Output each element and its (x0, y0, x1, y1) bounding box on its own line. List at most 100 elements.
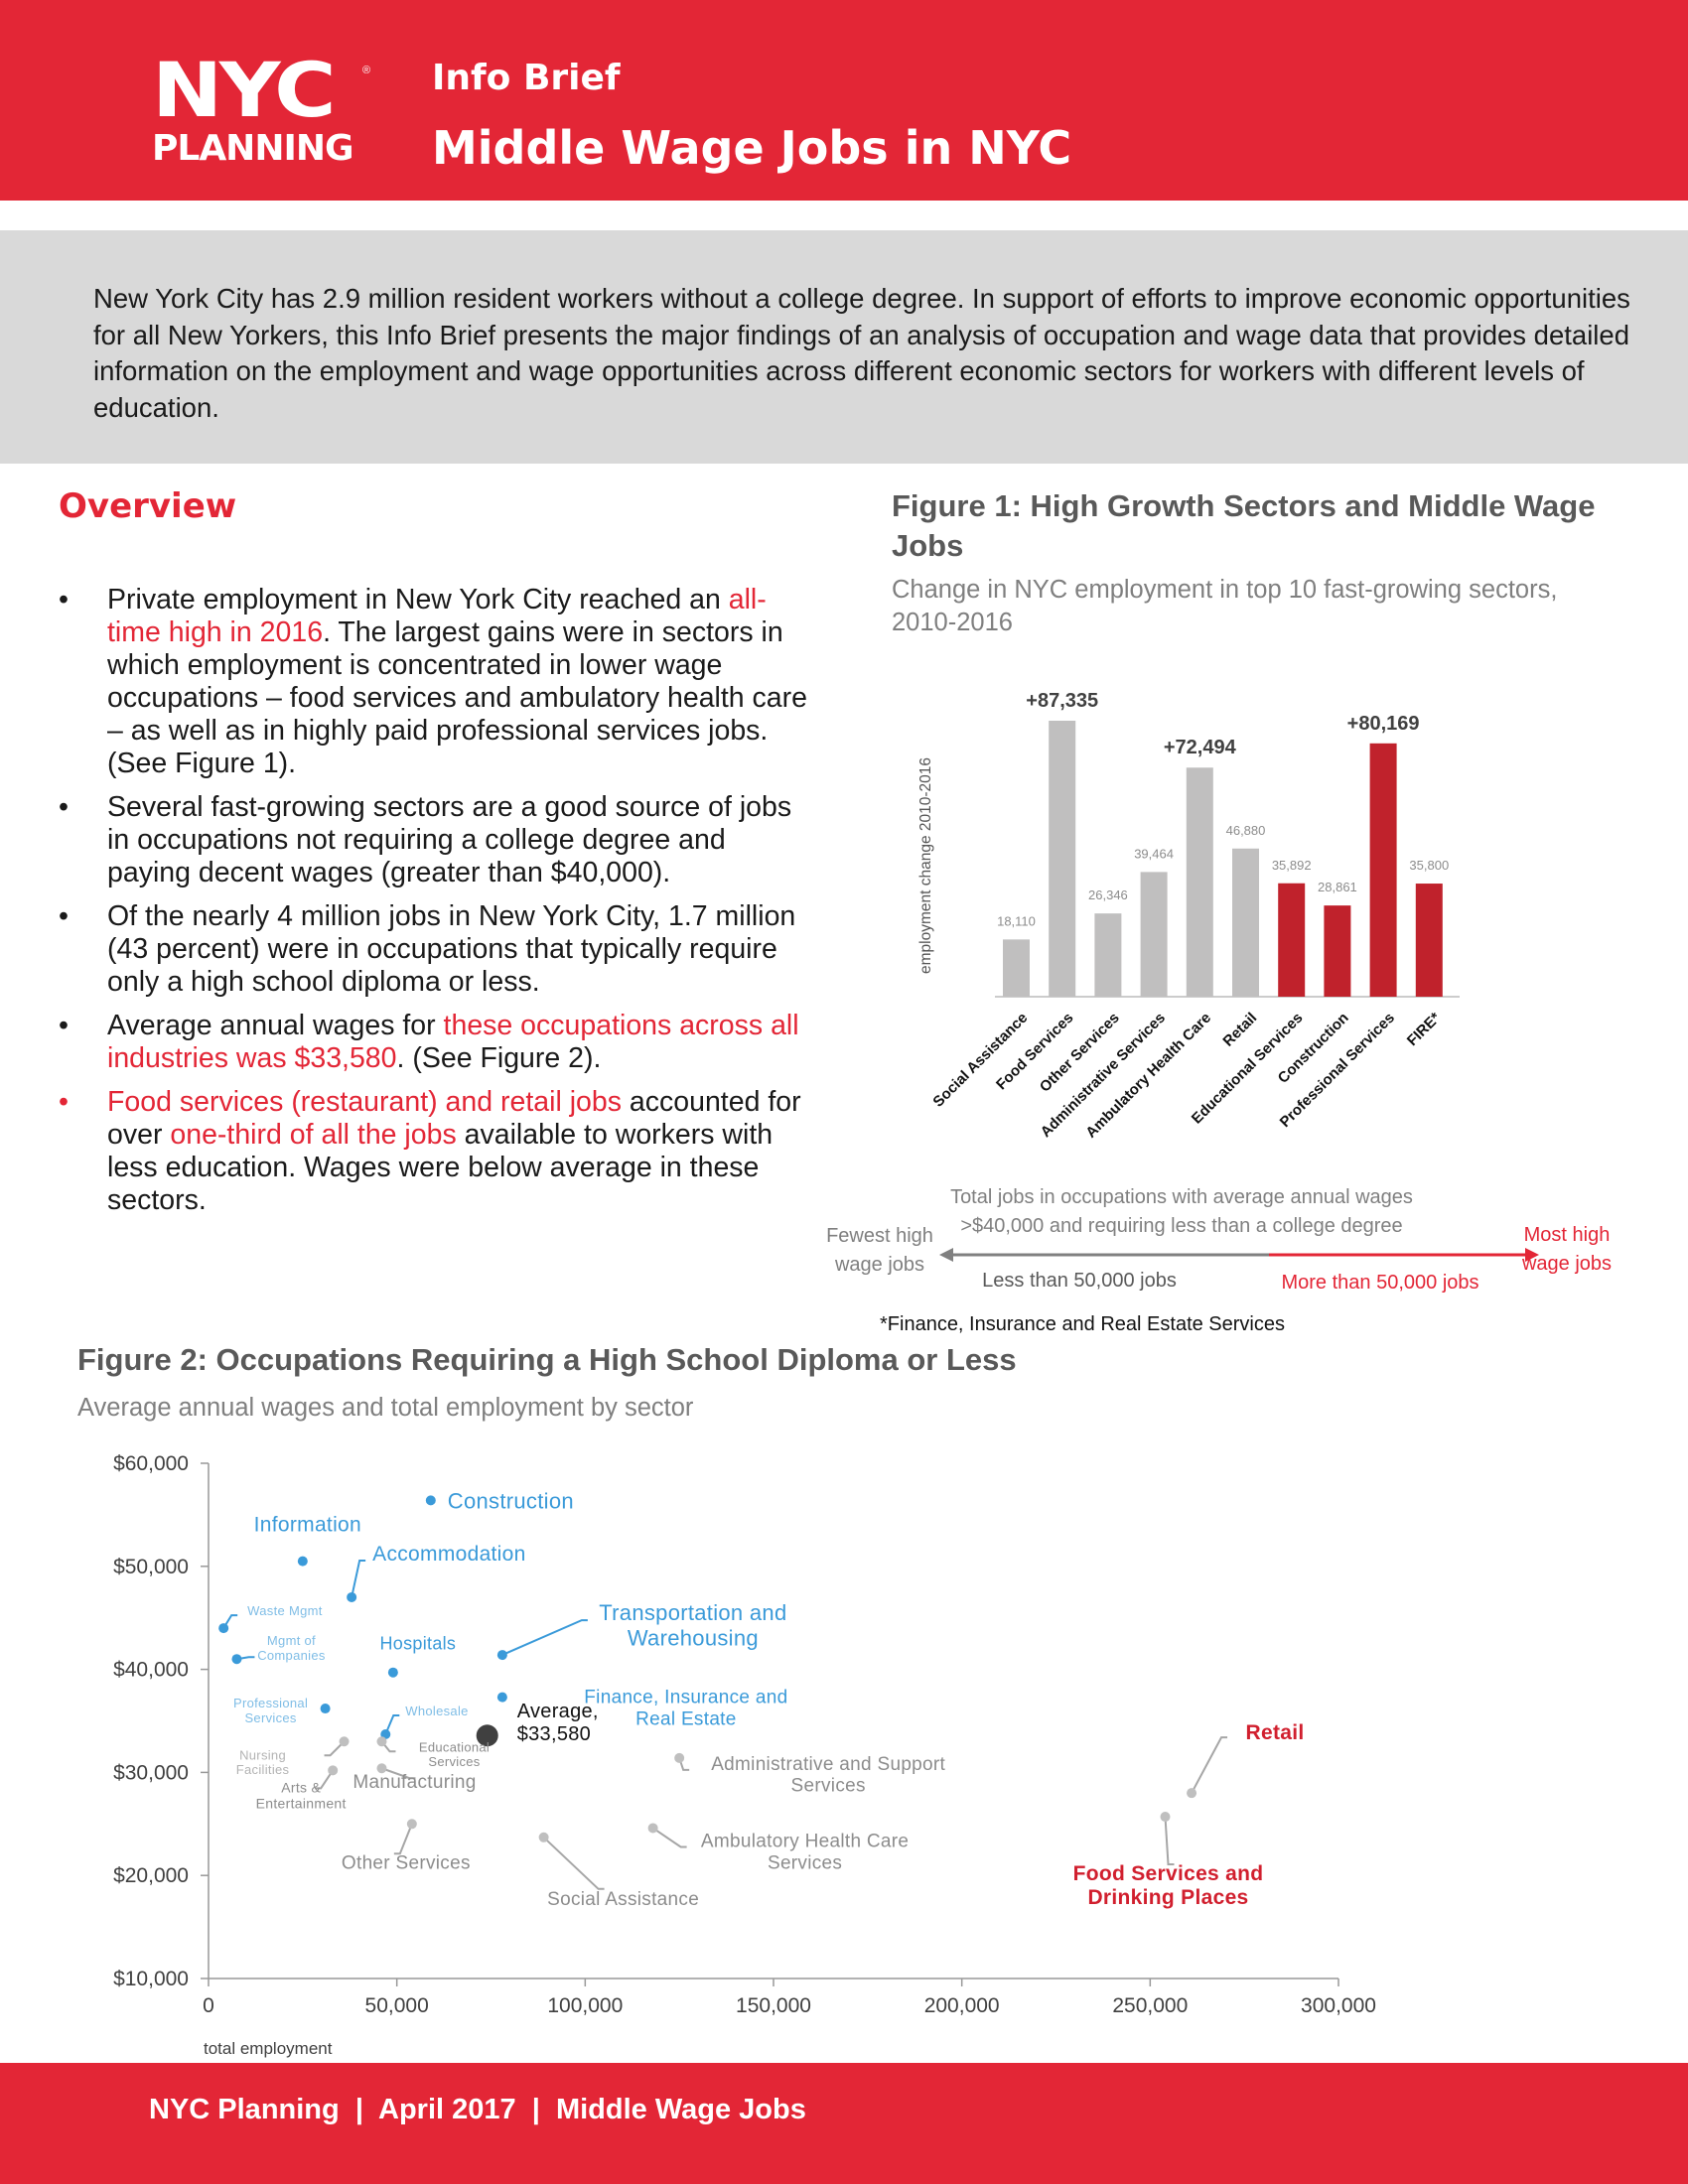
figure1-bar-chart: employment change 2010-2016 18,110Social … (826, 690, 1612, 1335)
x-tick-label: 100,000 (547, 1994, 623, 2017)
bar-value-label: 39,464 (1134, 846, 1174, 861)
point-label-manufacturing: Manufacturing (352, 1772, 476, 1793)
y-tick-label: $10,000 (113, 1968, 189, 1990)
arrow-right-icon (1525, 1248, 1539, 1262)
bar-value-label: +87,335 (1026, 690, 1098, 712)
point-administrative-and-support-services (674, 1752, 685, 1763)
point-label-wholesale: Wholesale (405, 1704, 468, 1718)
bullet-highlight: Food services (restaurant) and retail jo… (107, 1086, 622, 1118)
point-retail (1187, 1788, 1197, 1799)
point-label-accommodation: Accommodation (372, 1543, 525, 1566)
bullet-item: Average annual wages for these occupatio… (56, 1010, 810, 1075)
point-label-nursing-facilities: Nursing Facilities (236, 1747, 290, 1777)
point-label-mgmt-of-companies: Mgmt of Companies (257, 1633, 326, 1663)
bar-retail (1232, 848, 1259, 997)
y-tick-label: $40,000 (113, 1659, 189, 1682)
bullet-text: Of the nearly 4 million jobs in New York… (107, 900, 796, 998)
bar-administrative-services (1140, 872, 1168, 997)
figure1-footnote: *Finance, Insurance and Real Estate Serv… (880, 1313, 1285, 1335)
legend-most-label: Most high wage jobs (1521, 1224, 1612, 1275)
bullet-text: Average annual wages for (107, 1010, 444, 1041)
figure2-scatter-chart: $10,000 $20,000 $30,000 $40,000 $50,000 $60,0… (113, 1452, 1376, 2058)
legend-less-label: Less than 50,000 jobs (982, 1270, 1177, 1292)
bar-value-label: 46,880 (1226, 823, 1266, 838)
bar-construction (1324, 905, 1351, 997)
bullet-item: Of the nearly 4 million jobs in New York… (56, 900, 810, 999)
bar-value-label: 35,892 (1272, 858, 1312, 873)
average-point (476, 1724, 498, 1747)
x-tick-label: 0 (203, 1994, 214, 2017)
leader-line-manufacturing (381, 1767, 416, 1780)
point-construction (425, 1495, 436, 1506)
point-label-construction: Construction (448, 1488, 574, 1513)
header-banner: NYC ® PLANNING Info Brief Middle Wage Jo… (0, 0, 1688, 201)
bullet-highlight: all-time high in 2016 (107, 584, 767, 648)
overview-bullet-list: Private employment in New York City reac… (56, 584, 810, 1228)
bar-food-services (1049, 721, 1076, 997)
leader-line-accommodation (351, 1559, 366, 1598)
point-label-social-assistance: Social Assistance (547, 1889, 699, 1910)
point-label-transportation-and-warehousing: Transportation and Warehousing (599, 1600, 786, 1650)
footer-banner: NYC Planning | April 2017 | Middle Wage … (0, 2063, 1688, 2184)
legend-fewest-label: Fewest high wage jobs (826, 1225, 933, 1276)
logo-planning-text: PLANNING (152, 128, 354, 169)
point-transportation-and-warehousing (496, 1650, 507, 1661)
point-hospitals (387, 1667, 398, 1678)
arrow-left-icon (939, 1248, 953, 1262)
intro-panel: New York City has 2.9 million resident w… (0, 230, 1688, 464)
figure1-title: Figure 1: High Growth Sectors and Middle… (892, 488, 1596, 563)
y-tick-label: $30,000 (113, 1761, 189, 1784)
x-tick-label: 150,000 (736, 1994, 811, 2017)
leader-line-waste-mgmt (222, 1614, 238, 1629)
bar-educational-services (1278, 883, 1306, 997)
bar-value-label: 28,861 (1318, 880, 1357, 894)
page-title: Middle Wage Jobs in NYC (432, 121, 1072, 175)
bullet-text: accounted for over (107, 1086, 801, 1151)
leader-line-retail (1191, 1736, 1228, 1794)
bar-value-label: +72,494 (1164, 737, 1237, 758)
bullet-text: . The largest gains were in sectors in w… (107, 616, 807, 779)
bullet-text: available to workers with less education… (107, 1119, 774, 1216)
bar-value-label: 35,800 (1409, 858, 1449, 873)
leader-line-arts-entertainment (315, 1769, 335, 1790)
point-arts-entertainment (328, 1765, 339, 1776)
legend-description: Total jobs in occupations with average a… (950, 1186, 1413, 1237)
point-waste-mgmt (218, 1623, 229, 1634)
y-tick-label: $20,000 (113, 1864, 189, 1887)
leader-line-social-assistance (542, 1837, 605, 1890)
bullet-highlight: one-third of all the jobs (170, 1119, 457, 1151)
bar-fire- (1415, 884, 1443, 997)
point-label-arts-entertainment: Arts & Entertainment (256, 1779, 347, 1811)
bar-value-label: +80,169 (1347, 713, 1420, 735)
bar-ambulatory-health-care (1186, 767, 1213, 997)
bar-professional-services (1369, 743, 1397, 997)
point-label-retail: Retail (1246, 1721, 1305, 1744)
point-mgmt-of-companies (231, 1654, 242, 1665)
x-tick-label: 250,000 (1112, 1994, 1188, 2017)
overview-heading: Overview (59, 486, 237, 526)
point-social-assistance (538, 1832, 549, 1843)
y-axis-label: employment change 2010-2016 (917, 757, 934, 974)
point-label-administrative-and-support-services: Administrative and Support Services (711, 1754, 945, 1797)
bullet-text: Private employment in New York City reac… (107, 584, 729, 615)
bullet-item: Several fast-growing sectors are a good … (56, 791, 810, 889)
point-label-average-33-580: Average, $33,580 (517, 1701, 599, 1745)
point-nursing-facilities (339, 1736, 350, 1747)
point-educational-services (376, 1736, 387, 1747)
point-label-educational-services: Educational Services (419, 1739, 490, 1769)
point-label-information: Information (254, 1514, 361, 1537)
nyc-planning-logo: NYC ® PLANNING (152, 53, 370, 174)
bar-value-label: 18,110 (997, 913, 1036, 928)
leader-line-nursing-facilities (324, 1740, 346, 1757)
x-tick-label: 50,000 (365, 1994, 429, 2017)
leader-line-transportation-and-warehousing (501, 1619, 588, 1656)
point-professional-services (320, 1704, 331, 1714)
x-axis-label: total employment (204, 2039, 333, 2058)
point-label-professional-services: Professional Services (233, 1696, 308, 1725)
bullet-text: Several fast-growing sectors are a good … (107, 791, 792, 888)
point-label-waste-mgmt: Waste Mgmt (247, 1603, 323, 1618)
point-label-hospitals: Hospitals (380, 1634, 457, 1654)
leader-line-other-services (393, 1823, 413, 1855)
bullet-item: Private employment in New York City reac… (56, 584, 810, 780)
legend-more-label: More than 50,000 jobs (1281, 1272, 1478, 1294)
